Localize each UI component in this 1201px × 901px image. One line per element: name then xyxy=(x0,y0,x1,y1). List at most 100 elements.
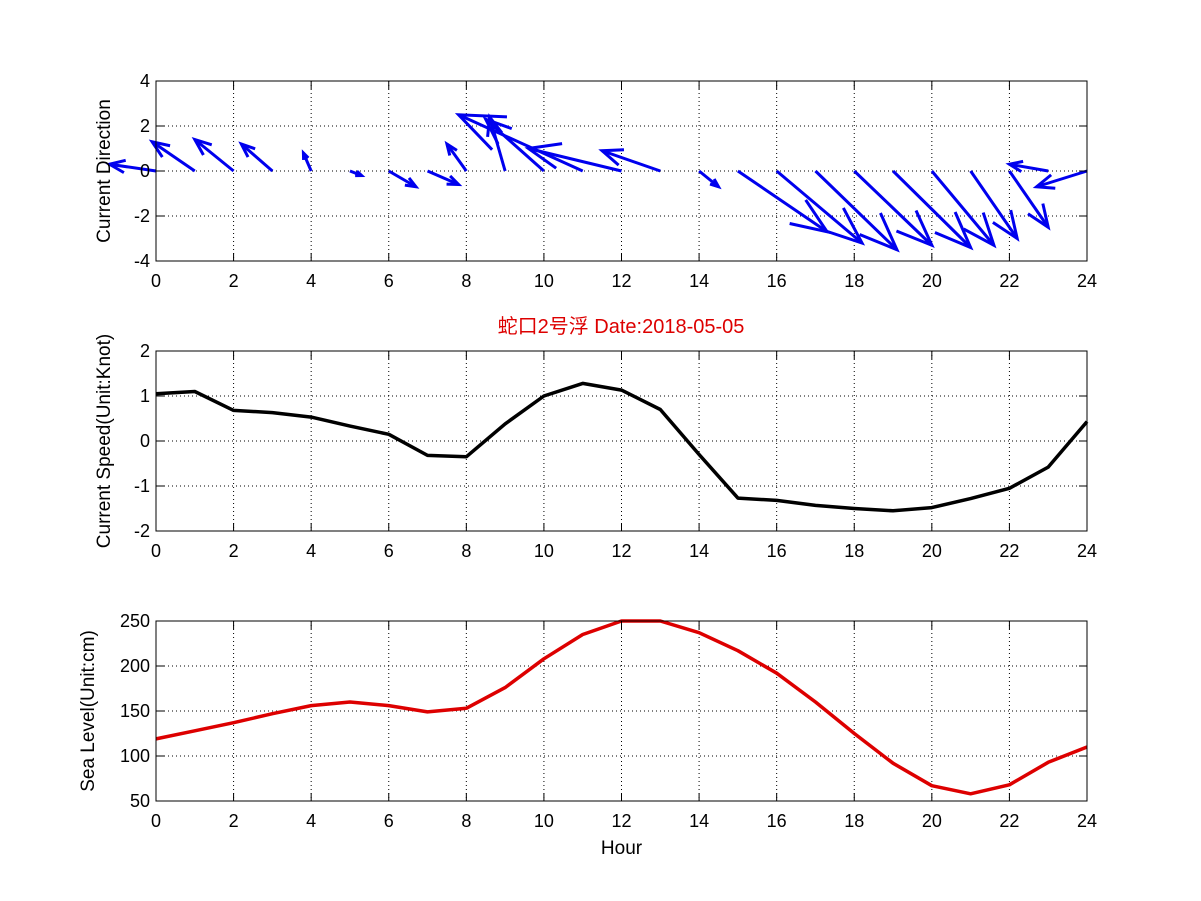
arrow-head xyxy=(301,149,310,161)
y-tick-label: 2 xyxy=(140,116,150,136)
x-tick-label: 2 xyxy=(229,811,239,831)
y-tick-label: 0 xyxy=(140,161,150,181)
arrow-head xyxy=(524,142,563,170)
x-tick-label: 8 xyxy=(461,271,471,291)
arrow-shaft xyxy=(193,138,235,173)
quiver-arrow xyxy=(426,169,463,187)
x-tick-label: 10 xyxy=(534,271,554,291)
x-tick-label: 0 xyxy=(151,541,161,561)
arrow-head xyxy=(191,136,213,156)
x-tick-label: 4 xyxy=(306,811,316,831)
y-axis-label: Current Speed(Unit:Knot) xyxy=(94,334,115,548)
arrow-head xyxy=(355,169,366,178)
arrow-head xyxy=(446,174,463,187)
arrow-shaft xyxy=(814,169,898,251)
arrow-head xyxy=(962,212,997,249)
quiver-arrow xyxy=(349,169,366,178)
arrow-shaft xyxy=(445,143,468,172)
x-tick-label: 0 xyxy=(151,271,161,291)
arrow-head xyxy=(238,141,256,158)
arrow-shaft xyxy=(1036,169,1088,189)
y-tick-label: -4 xyxy=(134,251,150,271)
arrow-shaft xyxy=(930,170,996,247)
quiver-arrow xyxy=(698,169,722,190)
x-tick-label: 12 xyxy=(611,271,631,291)
x-axis-label: Hour xyxy=(601,838,643,859)
y-axis-label: Current Direction xyxy=(94,99,115,243)
arrow-shaft xyxy=(853,169,933,247)
arrow-shaft xyxy=(1008,170,1050,229)
arrow-shaft xyxy=(969,170,1019,240)
arrow-head xyxy=(859,212,900,253)
x-tick-label: 22 xyxy=(999,271,1019,291)
y-tick-label: 50 xyxy=(130,791,150,811)
y-tick-label: 150 xyxy=(120,701,150,721)
arrow-head xyxy=(1027,203,1051,231)
y-tick-label: -2 xyxy=(134,521,150,541)
x-tick-label: 6 xyxy=(384,271,394,291)
arrow-shaft xyxy=(891,169,972,249)
figure-title: 蛇口2号浮 Date:2018-05-05 xyxy=(498,315,745,338)
arrow-head xyxy=(444,140,458,156)
arrow-head xyxy=(895,209,935,249)
x-tick-label: 22 xyxy=(999,811,1019,831)
arrow-head xyxy=(404,177,420,189)
quiver-arrow xyxy=(238,141,274,173)
x-tick-label: 4 xyxy=(306,271,316,291)
arrow-shaft xyxy=(426,169,460,186)
arrow-head xyxy=(482,116,513,145)
x-tick-label: 20 xyxy=(922,541,942,561)
quiver-arrow xyxy=(1005,159,1049,173)
x-tick-label: 24 xyxy=(1077,541,1097,561)
x-tick-label: 2 xyxy=(229,271,239,291)
x-tick-label: 24 xyxy=(1077,811,1097,831)
arrow-shaft xyxy=(240,142,274,173)
quiver-arrow xyxy=(930,170,997,249)
x-tick-label: 18 xyxy=(844,541,864,561)
x-tick-label: 12 xyxy=(611,811,631,831)
x-tick-label: 6 xyxy=(384,541,394,561)
x-tick-label: 14 xyxy=(689,271,709,291)
arrow-shaft xyxy=(457,113,584,173)
x-tick-label: 10 xyxy=(534,541,554,561)
quiver-arrow xyxy=(775,169,866,246)
y-tick-label: -2 xyxy=(134,206,150,226)
y-tick-label: 4 xyxy=(140,71,150,91)
quiver-arrow xyxy=(105,158,157,174)
quiver-arrow xyxy=(969,170,1020,242)
arrow-head xyxy=(148,139,171,158)
arrow-shaft xyxy=(387,169,417,189)
x-tick-label: 20 xyxy=(922,271,942,291)
x-tick-label: 16 xyxy=(767,541,787,561)
x-tick-label: 22 xyxy=(999,541,1019,561)
arrow-shaft xyxy=(151,140,196,173)
x-tick-label: 24 xyxy=(1077,271,1097,291)
arrow-shaft xyxy=(528,147,622,173)
x-tick-label: 8 xyxy=(461,811,471,831)
quiver-arrow xyxy=(598,148,661,173)
arrow-shaft xyxy=(1009,162,1049,173)
arrow-head xyxy=(598,148,625,167)
series-line xyxy=(155,619,1088,796)
x-tick-label: 14 xyxy=(689,811,709,831)
quiver-arrow xyxy=(1008,170,1051,231)
arrow-shaft xyxy=(737,169,828,233)
y-tick-label: 2 xyxy=(140,341,150,361)
x-tick-label: 12 xyxy=(611,541,631,561)
y-tick-label: 100 xyxy=(120,746,150,766)
arrow-shaft xyxy=(775,169,863,245)
quiver-arrow xyxy=(1032,169,1088,190)
x-tick-label: 20 xyxy=(922,811,942,831)
quiver-arrow xyxy=(482,116,545,173)
x-tick-label: 16 xyxy=(767,811,787,831)
y-tick-label: 0 xyxy=(140,431,150,451)
arrow-head xyxy=(1005,159,1024,173)
quiver-arrow xyxy=(301,149,313,172)
x-tick-label: 14 xyxy=(689,541,709,561)
x-tick-label: 2 xyxy=(229,541,239,561)
arrow-shaft xyxy=(698,169,720,188)
